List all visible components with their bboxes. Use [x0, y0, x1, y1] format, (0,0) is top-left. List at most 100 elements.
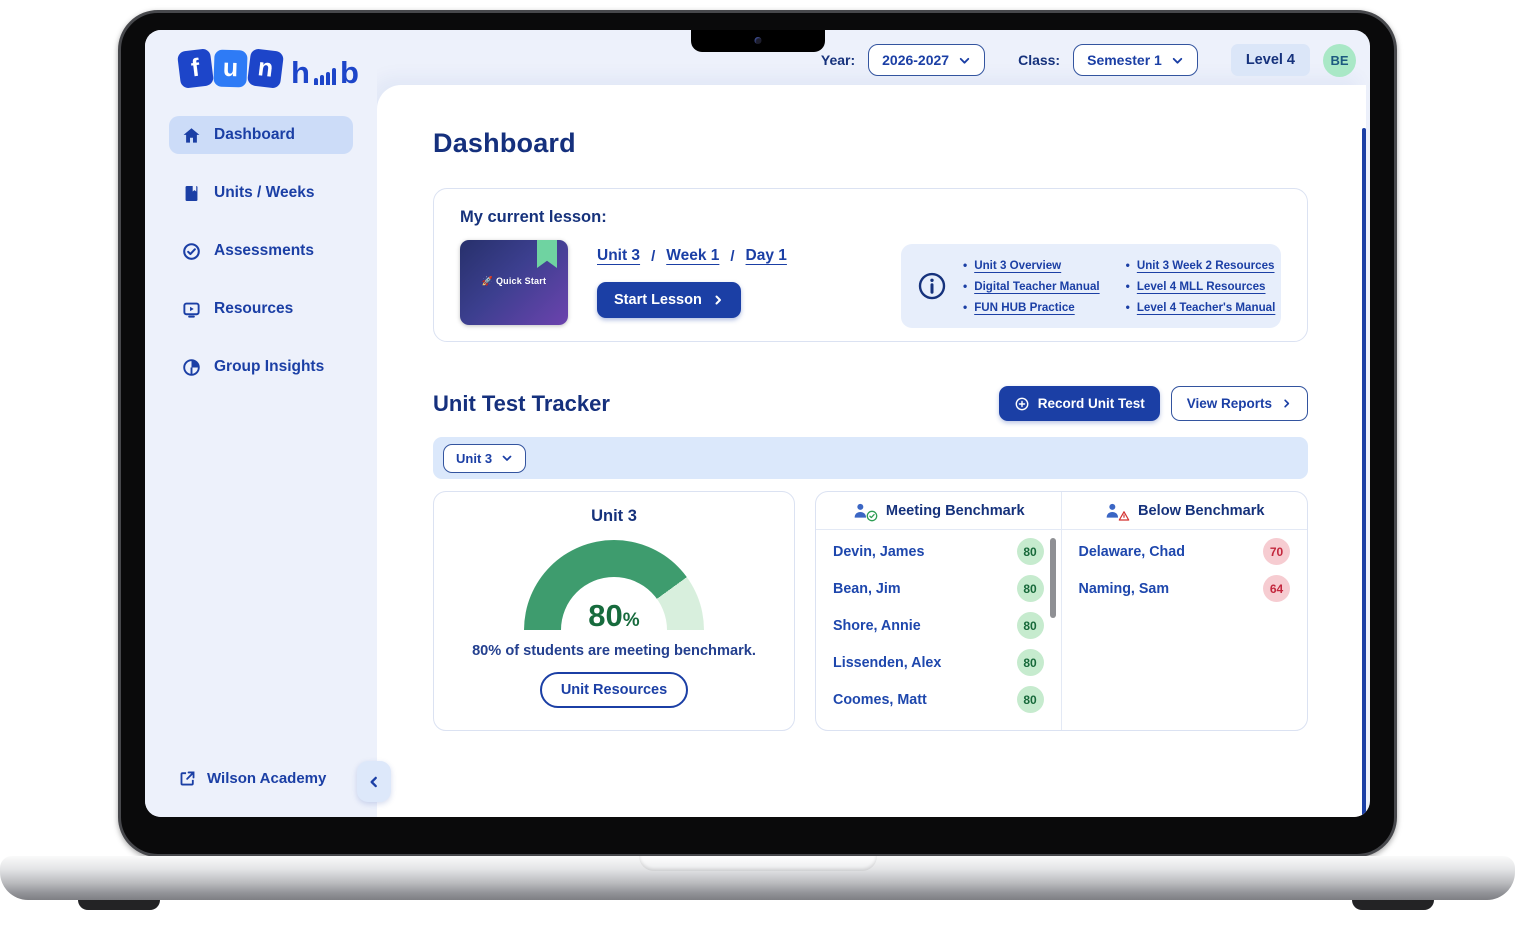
tracker-actions: Record Unit Test View Reports [998, 386, 1308, 421]
pie-chart-icon [183, 358, 200, 376]
class-value: Semester 1 [1087, 52, 1162, 68]
breadcrumb-day-link[interactable]: Day 1 [745, 247, 787, 264]
record-unit-test-button[interactable]: Record Unit Test [998, 386, 1160, 421]
sidebar-item-label: Units / Weeks [214, 184, 315, 201]
sidebar-footer-label: Wilson Academy [207, 770, 327, 787]
unit-resources-button[interactable]: Unit Resources [539, 672, 689, 708]
student-row[interactable]: Naming, Sam 64 [1062, 570, 1308, 607]
unit-filter-bar: Unit 3 [433, 437, 1308, 479]
view-reports-button[interactable]: View Reports [1170, 386, 1308, 421]
sidebar-item-label: Resources [214, 300, 294, 317]
student-row[interactable]: Shore, Annie 80 [816, 607, 1061, 644]
sidebar-collapse-button[interactable] [357, 761, 391, 802]
resource-link[interactable]: Level 4 MLL Resources [1126, 279, 1276, 293]
app-screen: f u n h b Dashboard Uni [145, 30, 1370, 817]
lesson-thumbnail[interactable]: 🚀 Quick Start [460, 240, 568, 325]
person-warning-icon [1104, 501, 1130, 521]
main-panel: Dashboard My current lesson: 🚀 Quick Sta… [377, 85, 1366, 817]
student-row[interactable]: Coomes, Matt 80 [816, 681, 1061, 718]
laptop-screen-frame: f u n h b Dashboard Uni [118, 10, 1397, 857]
breadcrumb-unit-link[interactable]: Unit 3 [597, 247, 641, 264]
check-circle-icon [183, 242, 200, 260]
resource-links-col1: Unit 3 Overview Digital Teacher Manual F… [963, 258, 1100, 314]
sidebar-nav: Dashboard Units / Weeks Assessments Reso… [169, 116, 353, 386]
bullet-icon [963, 258, 967, 272]
student-row-partial [816, 718, 1061, 730]
chevron-right-icon [715, 295, 721, 305]
bullet-icon [963, 300, 967, 314]
score-badge: 80 [1016, 649, 1044, 676]
chevron-down-icon [1172, 57, 1183, 64]
bookmark-ribbon-icon [537, 240, 557, 268]
tracker-cards-row: Unit 3 80% 80% of students are meeting b… [433, 491, 1308, 731]
sidebar-item-group-insights[interactable]: Group Insights [169, 348, 353, 386]
year-value: 2026-2027 [882, 52, 950, 68]
bullet-icon [963, 279, 967, 293]
main-content: Dashboard My current lesson: 🚀 Quick Sta… [433, 85, 1308, 817]
student-row[interactable]: Lissenden, Alex 80 [816, 644, 1061, 681]
external-link-icon [180, 771, 195, 786]
resource-link[interactable]: Unit 3 Overview [963, 258, 1100, 272]
lesson-details: Unit 3 / Week 1 / Day 1 Start Lesson [597, 240, 787, 318]
student-row[interactable]: Bean, Jim 80 [816, 570, 1061, 607]
sidebar-item-units-weeks[interactable]: Units / Weeks [169, 174, 353, 212]
lesson-heading: My current lesson: [460, 208, 607, 226]
logo-text-h: h [291, 55, 310, 91]
chevron-down-icon [502, 455, 512, 461]
gauge-caption: 80% of students are meeting benchmark. [472, 643, 756, 659]
gauge-value: 80% [588, 598, 640, 630]
resource-links-col2: Unit 3 Week 2 Resources Level 4 MLL Reso… [1126, 258, 1276, 314]
resource-link[interactable]: Unit 3 Week 2 Resources [1126, 258, 1276, 272]
webcam-icon [754, 37, 761, 44]
resource-link[interactable]: Level 4 Teacher's Manual [1126, 300, 1276, 314]
sidebar-item-resources[interactable]: Resources [169, 290, 353, 328]
score-badge: 80 [1016, 686, 1044, 713]
breadcrumb-week-link[interactable]: Week 1 [666, 247, 720, 264]
page-scrollbar[interactable] [1362, 128, 1366, 817]
meeting-benchmark-column: Meeting Benchmark Devin, James 80 Bean, … [816, 492, 1062, 730]
tracker-header: Unit Test Tracker Record Unit Test View … [433, 386, 1308, 421]
sidebar-item-label: Dashboard [214, 126, 295, 143]
start-lesson-button[interactable]: Start Lesson [597, 282, 741, 318]
year-dropdown[interactable]: 2026-2027 [868, 44, 986, 76]
logo-tile-f: f [176, 48, 215, 89]
class-dropdown[interactable]: Semester 1 [1073, 44, 1198, 76]
logo-tile-n: n [246, 48, 285, 89]
breadcrumb-separator: / [730, 247, 735, 265]
sidebar-item-dashboard[interactable]: Dashboard [169, 116, 353, 154]
list-scrollbar-thumb[interactable] [1049, 538, 1056, 618]
chevron-left-icon [370, 776, 377, 787]
laptop-base [0, 856, 1515, 900]
lesson-breadcrumb: Unit 3 / Week 1 / Day 1 [597, 247, 787, 265]
resource-link[interactable]: Digital Teacher Manual [963, 279, 1099, 293]
below-benchmark-title: Below Benchmark [1137, 502, 1265, 519]
student-row[interactable]: Delaware, Chad 70 [1062, 533, 1308, 570]
below-benchmark-column: Below Benchmark Delaware, Chad 70 Naming… [1061, 492, 1308, 730]
level-badge: Level 4 [1230, 44, 1310, 76]
meeting-benchmark-header: Meeting Benchmark [816, 492, 1061, 530]
video-screen-icon [183, 302, 200, 318]
logo-bars-icon [313, 68, 336, 85]
student-row[interactable]: Devin, James 80 [816, 533, 1061, 570]
logo-tile-u: u [213, 49, 248, 88]
sidebar-item-assessments[interactable]: Assessments [169, 232, 353, 270]
score-badge: 70 [1263, 538, 1290, 565]
sidebar-item-wilson-academy[interactable]: Wilson Academy [179, 770, 326, 787]
resource-link[interactable]: FUN HUB Practice [963, 300, 1100, 314]
bullet-icon [1126, 258, 1130, 272]
user-avatar[interactable]: BE [1323, 43, 1356, 77]
laptop-base-notch [638, 856, 877, 871]
meeting-benchmark-title: Meeting Benchmark [885, 502, 1025, 519]
class-label: Class: [1018, 52, 1061, 68]
funhub-logo[interactable]: f u n h b [176, 48, 359, 91]
score-badge: 80 [1016, 538, 1044, 565]
meeting-benchmark-list: Devin, James 80 Bean, Jim 80 Shore, Anni… [816, 530, 1061, 730]
topbar: Year: 2026-2027 Class: Semester 1 Level … [705, 39, 1356, 81]
year-label: Year: [820, 52, 856, 68]
unit-filter-dropdown[interactable]: Unit 3 [443, 443, 527, 473]
lesson-row: 🚀 Quick Start Unit 3 / Week 1 / [460, 240, 1281, 328]
benchmark-card: Meeting Benchmark Devin, James 80 Bean, … [815, 491, 1308, 731]
score-badge: 64 [1263, 575, 1290, 602]
plus-circle-icon [1015, 397, 1029, 410]
